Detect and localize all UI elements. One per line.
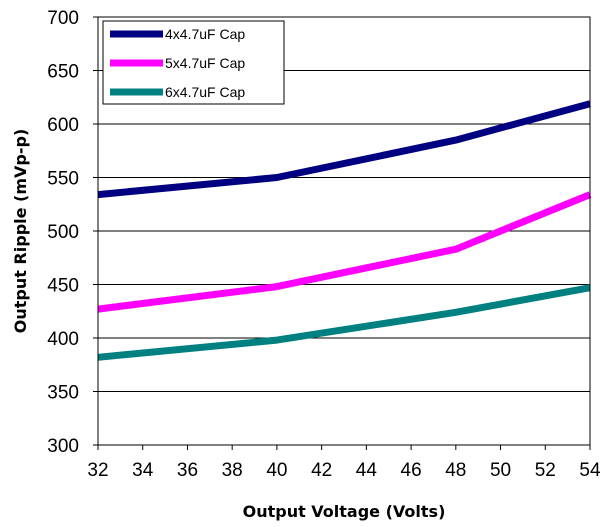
y-tick-label: 300: [47, 436, 79, 457]
y-tick-labels: 300 350 400 450 500 550 600 650 700: [47, 8, 79, 457]
y-tick-label: 500: [47, 222, 79, 243]
x-tick-label: 50: [490, 460, 511, 481]
x-tick-label: 52: [535, 460, 556, 481]
x-tick-label: 34: [132, 460, 154, 481]
x-tick-label: 36: [177, 460, 198, 481]
legend: 4x4.7uF Cap 5x4.7uF Cap 6x4.7uF Cap: [103, 21, 284, 104]
x-tick-label: 44: [356, 460, 378, 481]
y-tick-label: 350: [47, 383, 79, 404]
y-tick-label: 550: [47, 169, 79, 190]
legend-label-1: 4x4.7uF Cap: [165, 26, 245, 42]
x-tick-label: 38: [222, 460, 243, 481]
y-tick-label: 600: [47, 115, 79, 136]
x-tick-label: 54: [579, 460, 601, 481]
y-tick-label: 400: [47, 329, 79, 350]
x-tick-label: 42: [311, 460, 332, 481]
x-tick-label: 32: [87, 460, 108, 481]
x-tick-label: 40: [266, 460, 287, 481]
legend-label-3: 6x4.7uF Cap: [165, 84, 245, 100]
y-tick-label: 700: [47, 8, 79, 29]
x-tick-label: 46: [401, 460, 422, 481]
y-tick-label: 450: [47, 276, 79, 297]
legend-label-2: 5x4.7uF Cap: [165, 55, 245, 71]
y-tick-label: 650: [47, 62, 79, 83]
x-tick-label: 48: [445, 460, 466, 481]
y-axis-title: Output Ripple (mVp-p): [11, 129, 30, 334]
x-axis-title: Output Voltage (Volts): [243, 502, 446, 521]
legend-entries: 4x4.7uF Cap 5x4.7uF Cap 6x4.7uF Cap: [110, 26, 245, 100]
